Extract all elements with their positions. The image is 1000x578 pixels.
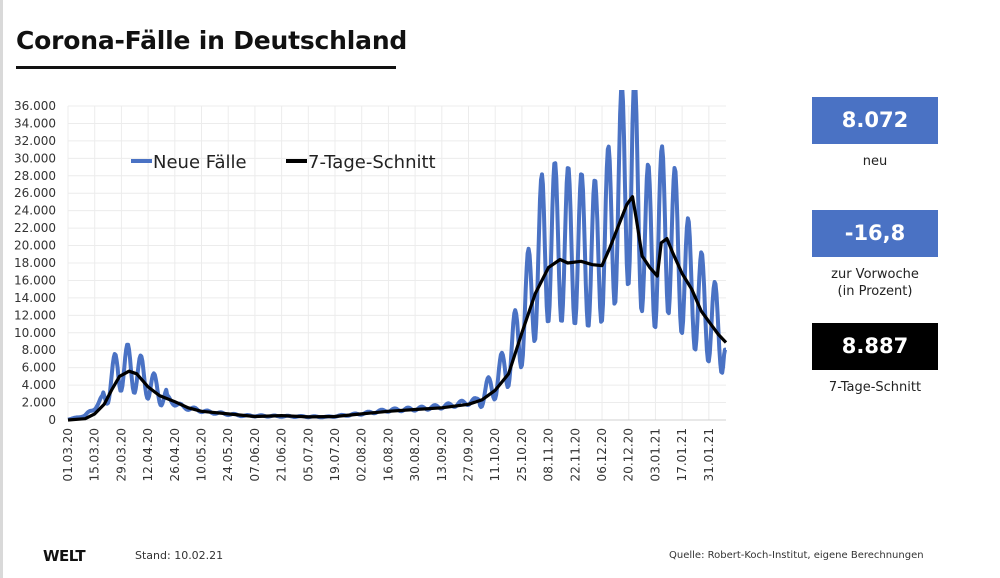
kpi-label-new: neu xyxy=(862,154,888,169)
y-tick-label: 14.000 xyxy=(14,291,56,305)
y-tick-label: 34.000 xyxy=(14,116,56,130)
cases-chart: 0 2.000 4.000 6.000 8.000 10.000 12.000 14.000 1… xyxy=(14,90,728,481)
y-tick-label: 16.000 xyxy=(14,273,56,287)
x-tick-label: 29.03.20 xyxy=(114,428,128,481)
x-tick-label: 21.06.20 xyxy=(275,428,289,481)
x-tick-label: 08.11.20 xyxy=(542,428,556,481)
x-tick-label: 24.05.20 xyxy=(221,428,235,481)
x-tick-label: 07.06.20 xyxy=(248,428,262,481)
x-tick-label: 26.04.20 xyxy=(168,428,182,481)
y-tick-label: 22.000 xyxy=(14,221,56,235)
kpi-week-change: -16,8 zur Vorwoche (in Prozent) xyxy=(812,210,938,300)
welt-logo: WELT xyxy=(43,547,86,565)
x-tick-label: 19.07.20 xyxy=(328,428,342,481)
y-tick-label: 20.000 xyxy=(14,239,56,253)
x-tick-label: 27.09.20 xyxy=(462,428,476,481)
x-tick-label: 05.07.20 xyxy=(301,428,315,481)
page-title: Corona-Fälle in Deutschland xyxy=(16,26,408,55)
left-border xyxy=(0,0,3,578)
y-tick-label: 32.000 xyxy=(14,134,56,148)
x-axis-ticks: 01.03.20 15.03.20 29.03.20 12.04.20 26.04.20… xyxy=(61,428,716,481)
legend-label-neue-faelle: Neue Fälle xyxy=(153,152,247,173)
x-tick-label: 13.09.20 xyxy=(435,428,449,481)
legend: Neue Fälle 7-Tage-Schnitt xyxy=(131,152,436,173)
kpi-value-seven-day: 8.887 xyxy=(812,323,938,370)
kpi-seven-day-avg: 8.887 7-Tage-Schnitt xyxy=(812,323,938,396)
x-tick-label: 10.05.20 xyxy=(195,428,209,481)
y-tick-label: 2.000 xyxy=(22,396,56,410)
x-tick-label: 06.12.20 xyxy=(595,428,609,481)
y-tick-label: 36.000 xyxy=(14,99,56,113)
x-tick-label: 31.01.21 xyxy=(702,428,716,481)
x-tick-label: 20.12.20 xyxy=(622,428,636,481)
x-tick-label: 12.04.20 xyxy=(141,428,155,481)
y-tick-label: 12.000 xyxy=(14,308,56,322)
stand-date: Stand: 10.02.21 xyxy=(135,549,224,562)
kpi-value-new: 8.072 xyxy=(812,97,938,144)
kpi-label-line-2: (in Prozent) xyxy=(837,284,913,299)
y-tick-label: 26.000 xyxy=(14,186,56,200)
x-tick-label: 15.03.20 xyxy=(88,428,102,481)
y-tick-label: 18.000 xyxy=(14,256,56,270)
y-tick-label: 28.000 xyxy=(14,169,56,183)
series-line-7-tage-schnitt xyxy=(67,195,728,422)
y-tick-label: 6.000 xyxy=(22,361,56,375)
x-tick-label: 11.10.20 xyxy=(488,428,502,481)
kpi-new-cases: 8.072 neu xyxy=(812,97,938,170)
x-tick-label: 03.01.21 xyxy=(648,428,662,481)
x-tick-label: 02.08.20 xyxy=(355,428,369,481)
y-tick-label: 10.000 xyxy=(14,326,56,340)
y-tick-label: 30.000 xyxy=(14,151,56,165)
y-tick-label: 0 xyxy=(48,413,56,427)
y-axis-ticks: 0 2.000 4.000 6.000 8.000 10.000 12.000 14.000 1… xyxy=(14,99,56,427)
y-tick-label: 24.000 xyxy=(14,204,56,218)
x-tick-label: 30.08.20 xyxy=(408,428,422,481)
kpi-label-line-1: zur Vorwoche xyxy=(831,267,919,282)
series-line-neue-faelle xyxy=(67,90,727,422)
x-tick-label: 17.01.21 xyxy=(675,428,689,481)
kpi-value-week-change: -16,8 xyxy=(812,210,938,257)
x-tick-label: 25.10.20 xyxy=(515,428,529,481)
kpi-label-seven-day: 7-Tage-Schnitt xyxy=(828,380,922,395)
kpi-label-week-change: zur Vorwoche (in Prozent) xyxy=(812,266,938,300)
x-tick-label: 16.08.20 xyxy=(381,428,395,481)
source-note: Quelle: Robert-Koch-Institut, eigene Ber… xyxy=(669,550,924,561)
y-tick-label: 8.000 xyxy=(22,343,56,357)
title-underline xyxy=(16,66,396,69)
x-tick-label: 01.03.20 xyxy=(61,428,75,481)
y-tick-label: 4.000 xyxy=(22,378,56,392)
legend-label-7-tage-schnitt: 7-Tage-Schnitt xyxy=(308,152,436,173)
x-tick-label: 22.11.20 xyxy=(568,428,582,481)
